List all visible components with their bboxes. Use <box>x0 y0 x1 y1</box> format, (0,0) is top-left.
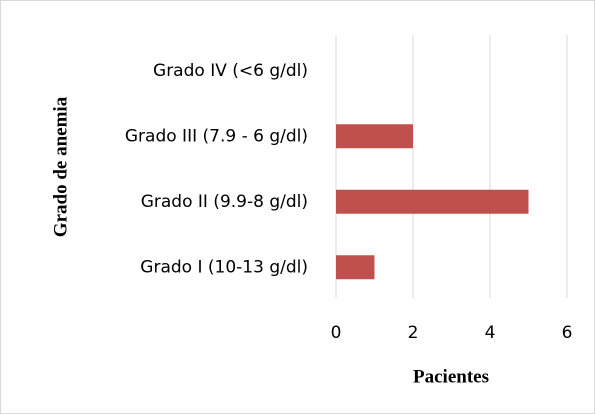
y-tick-label: Grado IV (<6 g/dl) <box>153 61 308 81</box>
x-tick-label: 6 <box>562 323 573 343</box>
x-axis-title: Pacientes <box>413 366 489 387</box>
x-tick-label: 2 <box>408 323 419 343</box>
bar <box>336 255 375 280</box>
x-tick-label: 4 <box>485 323 496 343</box>
x-tick-label: 0 <box>331 323 342 343</box>
y-axis-title: Grado de anemia <box>50 96 71 237</box>
y-tick-label: Grado II (9.9-8 g/dl) <box>141 192 308 212</box>
y-tick-label: Grado III (7.9 - 6 g/dl) <box>125 126 308 146</box>
bar <box>336 124 413 149</box>
y-tick-label: Grado I (10-13 g/dl) <box>140 257 308 277</box>
bar <box>336 189 529 214</box>
